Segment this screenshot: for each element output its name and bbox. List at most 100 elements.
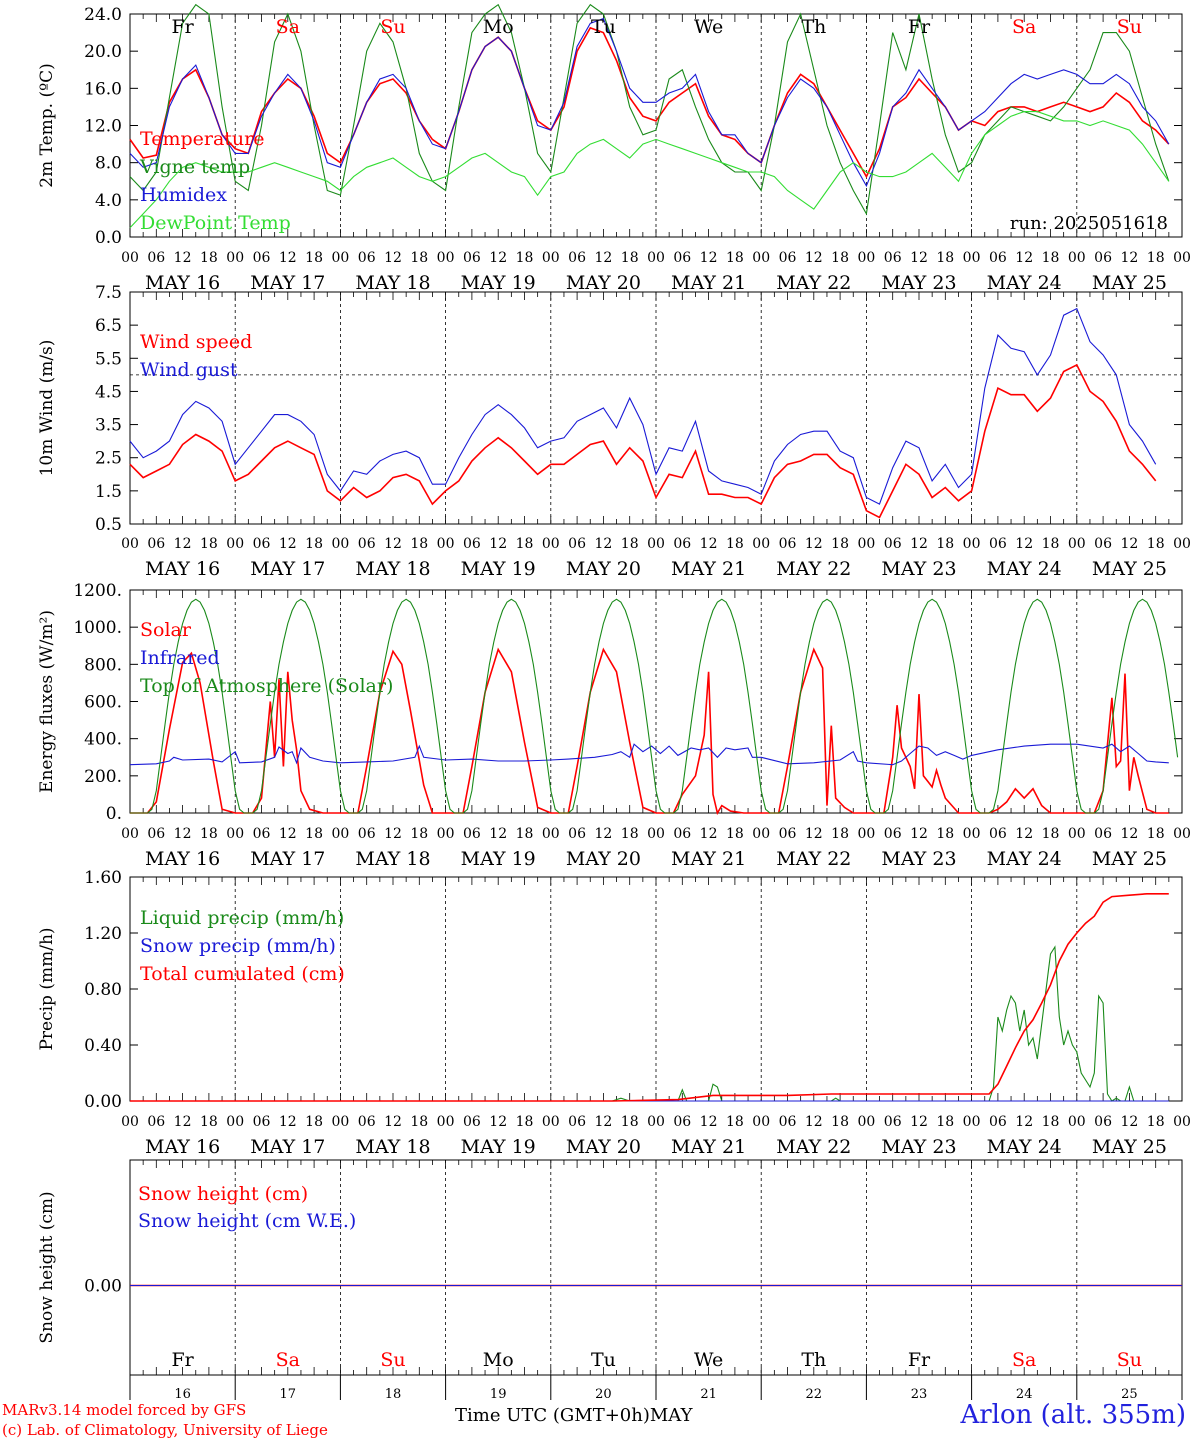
precip-y-tick-label: 1.60 <box>84 868 122 888</box>
precip-hour-tick-label: 00 <box>226 1114 244 1130</box>
temp-date-label: MAY 21 <box>671 272 746 294</box>
wind-hour-tick-label: 12 <box>700 536 718 552</box>
day-number-label: 24 <box>1016 1387 1033 1402</box>
precip-hour-tick-label: 00 <box>121 1114 139 1130</box>
day-number-label: 25 <box>1121 1387 1138 1402</box>
location-label: Arlon (alt. 355m) <box>960 1400 1186 1430</box>
wind-hour-tick-label: 06 <box>779 536 797 552</box>
precip-hour-tick-label: 00 <box>752 1114 770 1130</box>
temp-y-tick-label: 12.0 <box>84 117 122 137</box>
precip-hour-tick-label: 06 <box>1094 1114 1112 1130</box>
weekday-label-bottom: Fr <box>171 1349 194 1371</box>
day-number-label: 19 <box>490 1387 507 1402</box>
precip-date-label: MAY 22 <box>776 1136 851 1158</box>
wind-date-label: MAY 17 <box>250 558 325 580</box>
wind-hour-tick-label: 18 <box>200 536 218 552</box>
wind-hour-tick-label: 18 <box>831 536 849 552</box>
wind-date-label: MAY 23 <box>881 558 956 580</box>
temp-hour-tick-label: 12 <box>805 250 823 266</box>
temp-hour-tick-label: 00 <box>752 250 770 266</box>
wind-y-tick-label: 7.5 <box>95 283 122 303</box>
temp-hour-tick-label: 12 <box>594 250 612 266</box>
precip-hour-tick-label: 18 <box>410 1114 428 1130</box>
energy-y-tick-label: 400. <box>84 730 122 750</box>
precip-hour-tick-label: 12 <box>1015 1114 1033 1130</box>
temp-hour-tick-label: 06 <box>253 250 271 266</box>
temp-y-tick-label: 4.0 <box>95 191 122 211</box>
precip-hour-tick-label: 12 <box>700 1114 718 1130</box>
temp-legend-entry: DewPoint Temp <box>140 212 291 234</box>
energy-hour-tick-label: 00 <box>1068 826 1086 842</box>
wind-hour-tick-label: 00 <box>647 536 665 552</box>
temp-y-tick-label: 8.0 <box>95 154 122 174</box>
energy-hour-tick-label: 00 <box>331 826 349 842</box>
temp-hour-tick-label: 06 <box>884 250 902 266</box>
wind-series-wind-speed <box>129 363 1157 519</box>
wind-hour-tick-label: 00 <box>331 536 349 552</box>
wind-hour-tick-label: 12 <box>384 536 402 552</box>
energy-hour-tick-label: 18 <box>726 826 744 842</box>
energy-hour-tick-label: 06 <box>147 826 165 842</box>
precip-hour-tick-label: 00 <box>542 1114 560 1130</box>
x-axis-month: MAY <box>649 1405 693 1426</box>
wind-y-tick-label: 4.5 <box>95 382 122 402</box>
wind-hour-tick-label: 18 <box>726 536 744 552</box>
wind-date-label: MAY 21 <box>671 558 746 580</box>
energy-hour-tick-label: 06 <box>779 826 797 842</box>
temp-hour-tick-label: 12 <box>279 250 297 266</box>
energy-hour-tick-label: 00 <box>1173 826 1191 842</box>
precip-y-tick-label: 0.00 <box>84 1092 122 1112</box>
precip-legend-entry: Snow precip (mm/h) <box>140 935 336 957</box>
wind-hour-tick-label: 00 <box>437 536 455 552</box>
wind-y-tick-label: 3.5 <box>95 416 122 436</box>
temp-hour-tick-label: 18 <box>831 250 849 266</box>
energy-hour-tick-label: 18 <box>1147 826 1165 842</box>
precip-date-label: MAY 23 <box>881 1136 956 1158</box>
precip-legend-entry: Total cumulated (cm) <box>140 963 345 985</box>
precip-y-tick-label: 0.80 <box>84 980 122 1000</box>
energy-hour-tick-label: 12 <box>910 826 928 842</box>
wind-hour-tick-label: 18 <box>936 536 954 552</box>
temp-hour-tick-label: 18 <box>410 250 428 266</box>
day-number-label: 18 <box>385 1387 402 1402</box>
temp-date-label: MAY 18 <box>355 272 430 294</box>
precip-date-label: MAY 16 <box>145 1136 220 1158</box>
day-number-label: 16 <box>174 1387 191 1402</box>
energy-hour-tick-label: 18 <box>621 826 639 842</box>
precip-y-tick-label: 0.40 <box>84 1036 122 1056</box>
temp-series-humidex <box>129 17 1170 188</box>
wind-hour-tick-label: 00 <box>1173 536 1191 552</box>
energy-hour-tick-label: 12 <box>174 826 192 842</box>
precip-date-label: MAY 21 <box>671 1136 746 1158</box>
precip-date-label: MAY 18 <box>355 1136 430 1158</box>
energy-hour-tick-label: 06 <box>989 826 1007 842</box>
wind-hour-tick-label: 18 <box>410 536 428 552</box>
snow-y-tick-label: 0.00 <box>84 1277 122 1297</box>
energy-hour-tick-label: 00 <box>121 826 139 842</box>
wind-hour-tick-label: 12 <box>489 536 507 552</box>
weekday-label-top: Su <box>1117 16 1142 38</box>
temp-y-axis-label: 2m Temp. (ºC) <box>37 63 57 188</box>
energy-hour-tick-label: 12 <box>384 826 402 842</box>
credit-line-lab: (c) Lab. of Climatology, University of L… <box>2 1421 328 1439</box>
energy-date-label: MAY 22 <box>776 848 851 870</box>
weekday-label-bottom: Th <box>801 1349 826 1371</box>
temp-hour-tick-label: 18 <box>726 250 744 266</box>
temp-date-label: MAY 24 <box>987 272 1062 294</box>
wind-legend-entry: Wind speed <box>140 331 252 353</box>
weekday-label-top: Sa <box>276 16 300 38</box>
temp-hour-tick-label: 06 <box>779 250 797 266</box>
precip-series-total-cumulated-cm- <box>130 893 1169 1102</box>
wind-y-tick-label: 2.5 <box>95 449 122 469</box>
precip-hour-tick-label: 12 <box>384 1114 402 1130</box>
energy-hour-tick-label: 12 <box>805 826 823 842</box>
energy-hour-tick-label: 18 <box>831 826 849 842</box>
energy-series-infrared <box>129 743 1169 766</box>
wind-y-axis-label: 10m Wind (m/s) <box>37 340 57 477</box>
wind-date-label: MAY 16 <box>145 558 220 580</box>
energy-y-tick-label: 0. <box>106 804 122 824</box>
energy-hour-tick-label: 00 <box>542 826 560 842</box>
precip-hour-tick-label: 06 <box>884 1114 902 1130</box>
wind-hour-tick-label: 00 <box>752 536 770 552</box>
wind-hour-tick-label: 00 <box>1068 536 1086 552</box>
